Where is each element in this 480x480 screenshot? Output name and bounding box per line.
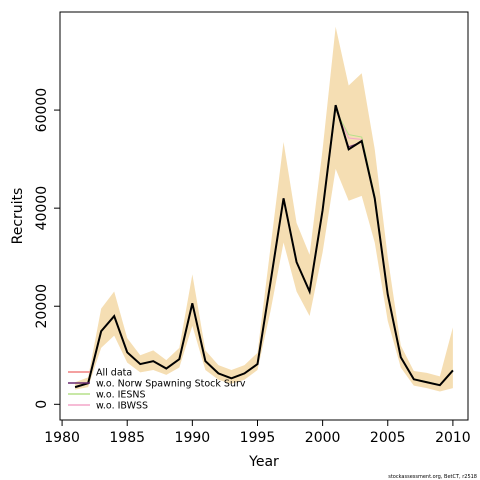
series-line	[74, 104, 454, 389]
legend-label: w.o. Norw Spawning Stock Surv	[96, 379, 246, 390]
x-tick-label: 1995	[240, 430, 276, 446]
y-tick-label: 20000	[34, 284, 50, 329]
plot-frame	[59, 11, 469, 421]
x-tick-label: 2010	[435, 430, 471, 446]
y-tick-label: 60000	[34, 88, 50, 133]
x-tick-label: 2000	[305, 430, 341, 446]
y-tick-label: 0	[34, 400, 50, 409]
legend-label: All data	[96, 368, 132, 379]
x-axis-label: Year	[248, 454, 279, 470]
x-tick-label: 1985	[109, 430, 145, 446]
y-tick-label: 40000	[34, 186, 50, 231]
x-tick-label: 1980	[44, 430, 80, 446]
y-axis-label: Recruits	[10, 188, 26, 245]
footnote: stockassessment.org, BetCT, r2518	[388, 474, 477, 480]
x-tick-label: 2005	[370, 430, 406, 446]
x-tick-label: 1990	[175, 430, 211, 446]
confidence-band	[75, 26, 453, 392]
legend-label: w.o. IESNS	[96, 390, 146, 401]
legend-label: w.o. IBWSS	[96, 401, 148, 412]
